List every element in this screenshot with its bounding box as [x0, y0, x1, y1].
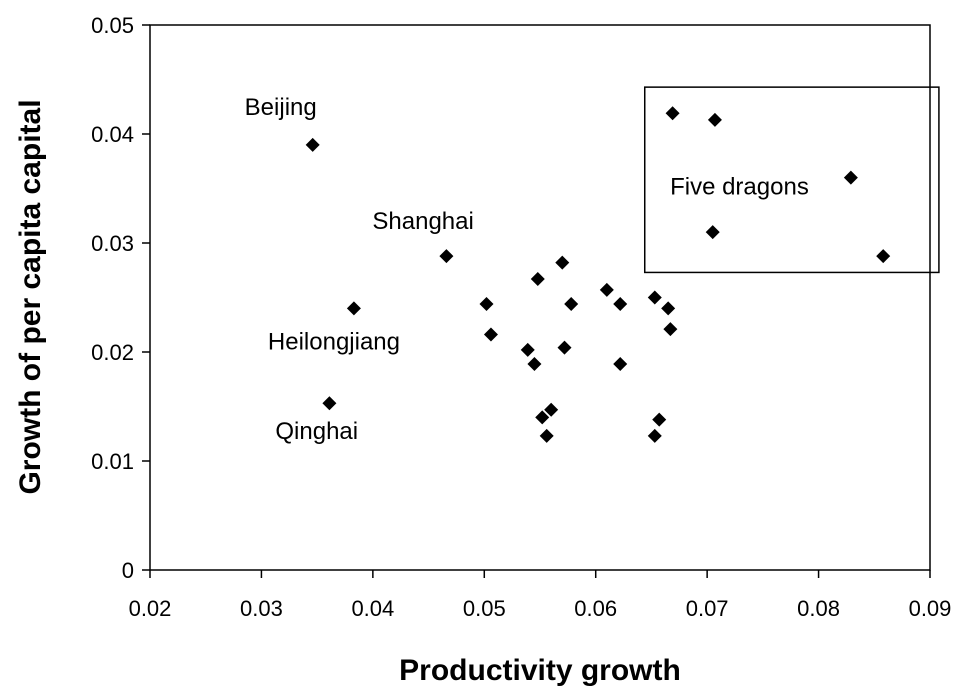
data-point: [843, 170, 858, 185]
data-point: [305, 137, 320, 152]
x-tick-label: 0.05: [463, 596, 506, 621]
data-point: [479, 297, 494, 312]
annotations: Beijing Shanghai Heilongjiang Qinghai Five d…: [245, 94, 809, 445]
x-tick-label: 0.09: [909, 596, 952, 621]
annotation-label: Heilongjiang: [268, 328, 400, 355]
annotation-label: Beijing: [245, 94, 317, 121]
y-axis-title: Growth of per capita capital: [14, 99, 47, 494]
data-point: [564, 297, 579, 312]
y-tick-label: 0.02: [91, 340, 134, 365]
data-point: [661, 301, 676, 316]
x-axis-title: Productivity growth: [399, 654, 681, 687]
data-point: [555, 255, 570, 270]
x-axis-ticks: 0.02 0.03 0.04 0.05 0.06 0.07 0.08 0.09: [129, 570, 952, 621]
data-point: [652, 412, 667, 427]
data-point: [707, 112, 722, 127]
data-point: [557, 340, 572, 355]
data-point: [647, 428, 662, 443]
x-tick-label: 0.07: [686, 596, 729, 621]
data-point: [599, 282, 614, 297]
data-point: [520, 342, 535, 357]
data-point: [647, 290, 662, 305]
x-tick-label: 0.06: [574, 596, 617, 621]
data-point: [665, 106, 680, 121]
y-tick-label: 0: [122, 558, 134, 583]
x-tick-label: 0.08: [797, 596, 840, 621]
data-point: [663, 322, 678, 337]
y-tick-label: 0.01: [91, 449, 134, 474]
data-point: [346, 301, 361, 316]
data-point: [483, 327, 498, 342]
x-tick-label: 0.03: [240, 596, 283, 621]
data-point: [530, 271, 545, 286]
y-tick-label: 0.05: [91, 13, 134, 38]
x-tick-label: 0.04: [351, 596, 394, 621]
data-point: [705, 225, 720, 240]
y-axis-ticks: 0 0.01 0.02 0.03 0.04 0.05: [91, 13, 150, 583]
data-point: [876, 249, 891, 264]
data-point: [535, 410, 550, 425]
five-dragons-box: [643, 86, 940, 274]
annotation-label: Qinghai: [275, 418, 358, 445]
annotation-label: Shanghai: [372, 208, 473, 235]
data-point: [613, 356, 628, 371]
y-tick-label: 0.03: [91, 231, 134, 256]
data-point: [539, 428, 554, 443]
data-point: [322, 396, 337, 411]
data-points: [305, 106, 891, 443]
data-point: [613, 297, 628, 312]
data-point: [439, 249, 454, 264]
y-tick-label: 0.04: [91, 122, 134, 147]
data-point: [544, 402, 559, 417]
data-point: [527, 356, 542, 371]
x-tick-label: 0.02: [129, 596, 172, 621]
annotation-label: Five dragons: [670, 173, 809, 200]
plot-area-border: [149, 24, 931, 571]
